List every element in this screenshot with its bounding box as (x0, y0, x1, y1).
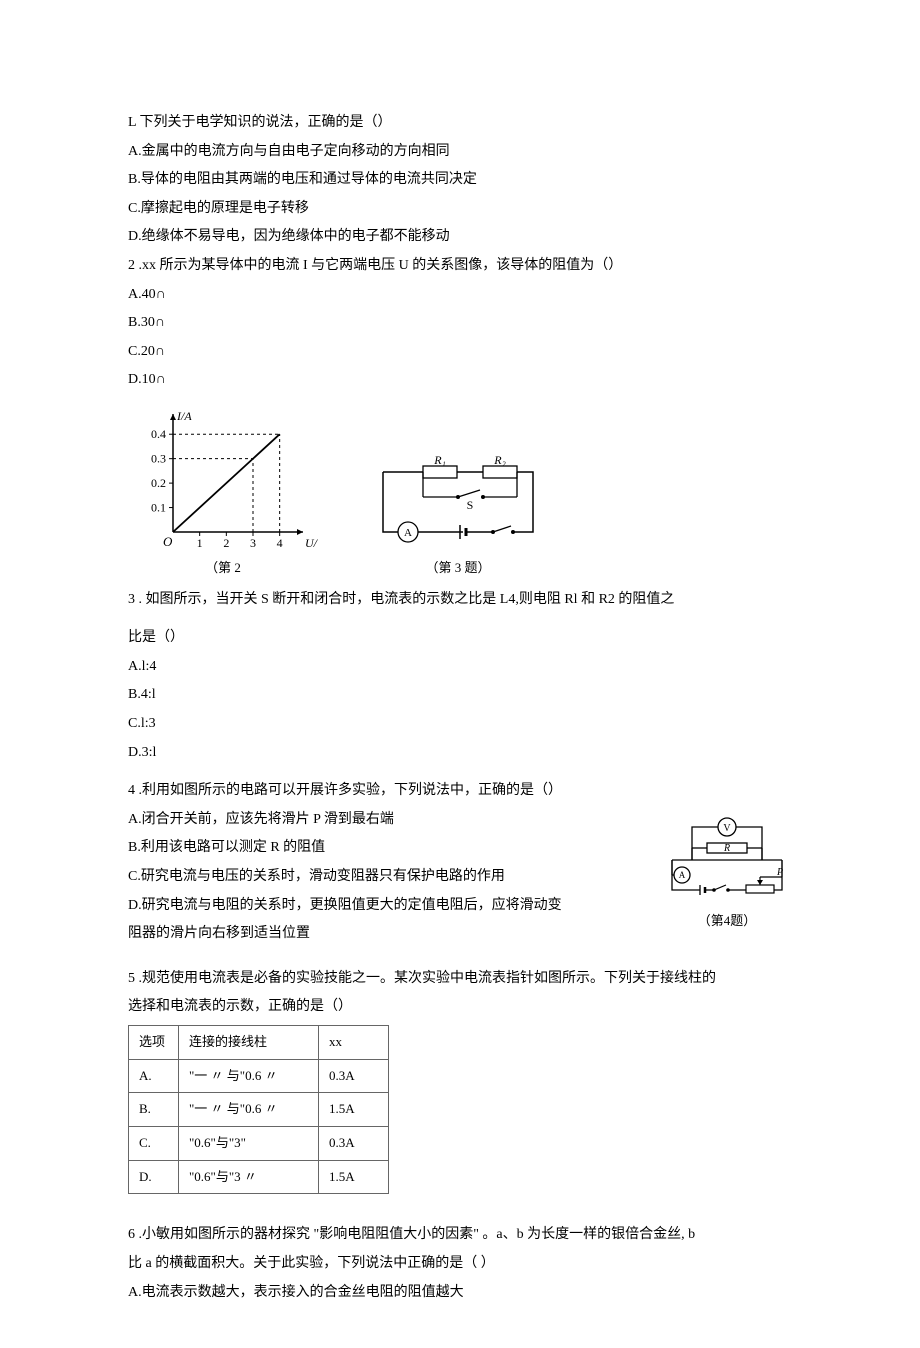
svg-text:I/A: I/A (176, 409, 192, 423)
q5-td-3-1: "0.6"与"3 〃 (179, 1160, 319, 1194)
svg-text:R: R (723, 843, 730, 854)
q5-td-3-2: 1.5A (319, 1160, 389, 1194)
svg-text:A: A (404, 527, 412, 539)
q2-option-c: C.20∩ (128, 339, 792, 366)
svg-text:1: 1 (197, 536, 203, 550)
svg-text:4: 4 (277, 536, 283, 550)
q5-td-2-1: "0.6"与"3" (179, 1127, 319, 1161)
q1-option-c: C.摩擦起电的原理是电子转移 (128, 196, 792, 223)
q1-option-b: B.导体的电阻由其两端的电压和通过导体的电流共同决定 (128, 167, 792, 194)
svg-text:P: P (776, 867, 783, 878)
q2-stem: 2 .xx 所示为某导体中的电流 I 与它两端电压 U 的关系图像，该导体的阻值… (128, 253, 792, 280)
q5-td-3-0: D. (129, 1160, 179, 1194)
q4-option-a: A.闭合开关前，应该先将滑片 P 滑到最右端 (128, 807, 646, 834)
question-5: 5 .规范使用电流表是必备的实验技能之一。某次实验中电流表指针如图所示。下列关于… (128, 966, 792, 1195)
svg-text:U/V: U/V (305, 536, 318, 550)
q5-td-0-0: A. (129, 1059, 179, 1093)
q5-td-0-2: 0.3A (319, 1059, 389, 1093)
q3-circuit: R₁ R₂ S A (368, 452, 548, 552)
q5-td-1-1: "一 〃 与"0.6 〃 (179, 1093, 319, 1127)
q3-circuit-block: R₁ R₂ S A （第 3 题） (368, 452, 548, 581)
q6-stem-cont: 比 a 的横截面积大。关于此实验，下列说法中正确的是（ ） (128, 1251, 792, 1278)
q3-stem: 3 . 如图所示，当开关 S 断开和闭合时，电流表的示数之比是 L4,则电阻 R… (128, 587, 792, 614)
svg-text:A: A (679, 870, 686, 880)
q5-th-0: 选项 (129, 1025, 179, 1059)
svg-text:2: 2 (223, 536, 229, 550)
question-3: 3 . 如图所示，当开关 S 断开和闭合时，电流表的示数之比是 L4,则电阻 R… (128, 587, 792, 767)
q4-caption: （第4题） (698, 909, 757, 934)
table-row: A."一 〃 与"0.6 〃0.3A (129, 1059, 389, 1093)
q2-option-b: B.30∩ (128, 310, 792, 337)
q4-option-b: B.利用该电路可以测定 R 的阻值 (128, 835, 646, 862)
question-2: 2 .xx 所示为某导体中的电流 I 与它两端电压 U 的关系图像，该导体的阻值… (128, 253, 792, 581)
q5-stem: 5 .规范使用电流表是必备的实验技能之一。某次实验中电流表指针如图所示。下列关于… (128, 966, 792, 993)
q2-chart-block: 1 2 3 4 0.1 0.2 0.3 0.4 O U/V I/A （第 2 (128, 402, 318, 581)
q3-option-b: B.4:l (128, 682, 792, 709)
svg-text:0.3: 0.3 (151, 452, 166, 466)
question-4: 4 .利用如图所示的电路可以开展许多实验，下列说法中，正确的是（） A.闭合开关… (128, 778, 792, 950)
q3-stem-cont: 比是（） (128, 625, 792, 652)
q3-option-d: D.3:l (128, 740, 792, 767)
svg-text:R₂: R₂ (493, 453, 506, 467)
q5-td-1-0: B. (129, 1093, 179, 1127)
table-row: C."0.6"与"3"0.3A (129, 1127, 389, 1161)
q5-stem-cont: 选择和电流表的示数，正确的是（） (128, 994, 792, 1021)
svg-text:V: V (723, 823, 731, 834)
svg-text:3: 3 (250, 536, 256, 550)
q2-caption-left: （第 2 (205, 556, 241, 581)
q6-option-a: A.电流表示数越大，表示接入的合金丝电阻的阻值越大 (128, 1280, 792, 1307)
q4-option-c: C.研究电流与电压的关系时，滑动变阻器只有保护电路的作用 (128, 864, 646, 891)
q3-option-c: C.l:3 (128, 711, 792, 738)
q4-stem: 4 .利用如图所示的电路可以开展许多实验，下列说法中，正确的是（） (128, 778, 792, 805)
question-6: 6 .小敏用如图所示的器材探究 "影响电阻阻值大小的因素" 。a、b 为长度一样… (128, 1222, 792, 1306)
q2-caption-right: （第 3 题） (425, 556, 490, 581)
q1-stem: L 下列关于电学知识的说法，正确的是（） (128, 110, 792, 137)
q5-td-1-2: 1.5A (319, 1093, 389, 1127)
svg-text:R₁: R₁ (433, 453, 446, 467)
q4-option-d-cont: 阻器的滑片向右移到适当位置 (128, 921, 646, 948)
q3-option-a: A.l:4 (128, 654, 792, 681)
q2-figures-row: 1 2 3 4 0.1 0.2 0.3 0.4 O U/V I/A （第 2 R₁ R₂ S A （第 3… (128, 402, 792, 581)
svg-text:0.2: 0.2 (151, 476, 166, 490)
q5-td-2-0: C. (129, 1127, 179, 1161)
table-row: D."0.6"与"3 〃1.5A (129, 1160, 389, 1194)
q6-stem: 6 .小敏用如图所示的器材探究 "影响电阻阻值大小的因素" 。a、b 为长度一样… (128, 1222, 792, 1249)
q4-circuit: VR A P (662, 815, 792, 905)
q5-td-2-2: 0.3A (319, 1127, 389, 1161)
q2-option-a: A.40∩ (128, 282, 792, 309)
table-row: B."一 〃 与"0.6 〃1.5A (129, 1093, 389, 1127)
q2-option-d: D.10∩ (128, 367, 792, 394)
q4-option-d: D.研究电流与电阻的关系时，更换阻值更大的定值电阻后，应将滑动变 (128, 893, 646, 920)
q5-table: 选项连接的接线柱xxA."一 〃 与"0.6 〃0.3AB."一 〃 与"0.6… (128, 1025, 389, 1194)
q4-figure: VR A P （第4题） (662, 815, 792, 934)
svg-text:0.1: 0.1 (151, 500, 166, 514)
q5-th-1: 连接的接线柱 (179, 1025, 319, 1059)
q1-option-d: D.绝缘体不易导电，因为绝缘体中的电子都不能移动 (128, 224, 792, 251)
question-1: L 下列关于电学知识的说法，正确的是（） A.金属中的电流方向与自由电子定向移动… (128, 110, 792, 251)
q1-option-a: A.金属中的电流方向与自由电子定向移动的方向相同 (128, 139, 792, 166)
svg-text:0.4: 0.4 (151, 427, 166, 441)
svg-text:O: O (163, 534, 173, 549)
q5-th-2: xx (319, 1025, 389, 1059)
q5-td-0-1: "一 〃 与"0.6 〃 (179, 1059, 319, 1093)
svg-text:S: S (467, 498, 474, 512)
q2-chart: 1 2 3 4 0.1 0.2 0.3 0.4 O U/V I/A (128, 402, 318, 552)
